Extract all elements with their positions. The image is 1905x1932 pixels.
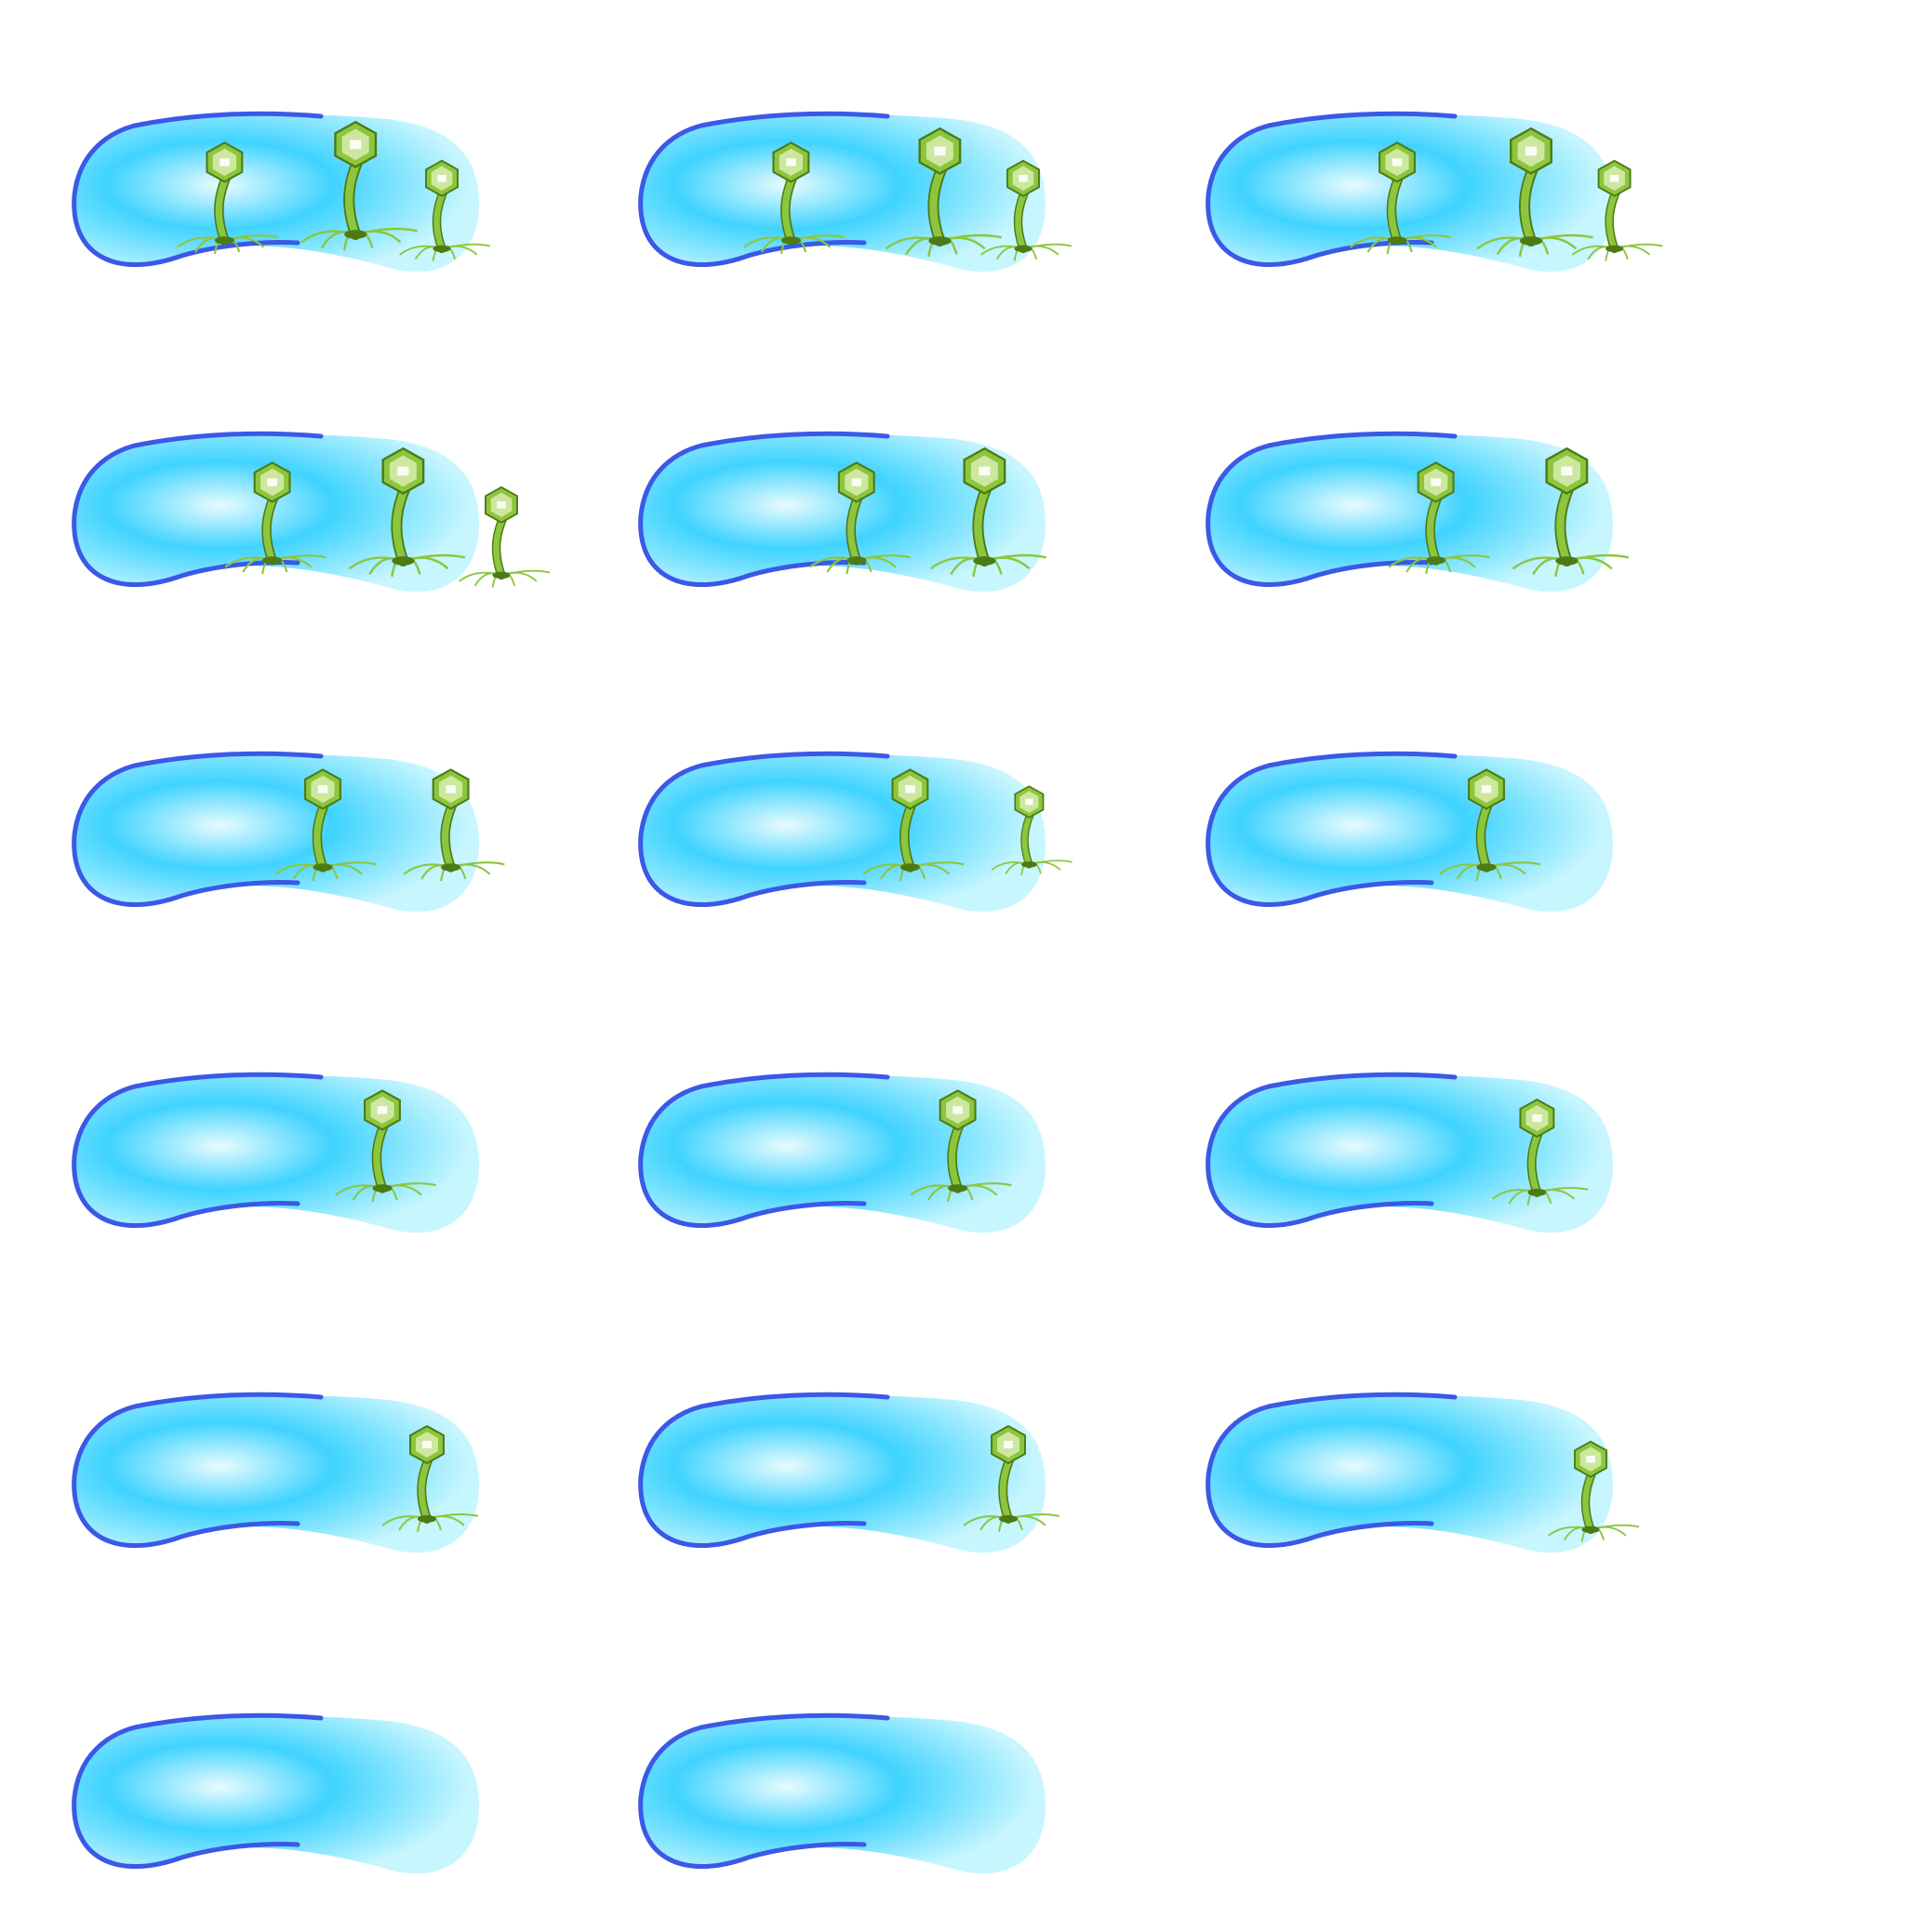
bacterium-cell <box>73 1715 479 1874</box>
bacteriophage-icon <box>862 768 965 882</box>
bacterium-cell <box>640 753 1046 913</box>
bacteriophage-icon <box>1491 1098 1589 1206</box>
bacterium-cell <box>73 753 479 913</box>
animation-frame <box>1204 1388 1697 1611</box>
bacteriophage-icon <box>991 785 1072 876</box>
bacteriophage-icon <box>1438 768 1540 882</box>
bacteriophage-icon <box>1512 446 1630 578</box>
bacterium-cell <box>73 1074 479 1233</box>
animation-frame <box>1204 107 1697 330</box>
animation-frame <box>1204 1068 1697 1291</box>
bacteriophage-icon <box>929 446 1047 578</box>
bacteriophage-icon <box>1349 141 1451 255</box>
bacteriophage-icon <box>1571 159 1663 261</box>
bacterium-cell <box>640 1715 1046 1874</box>
cell-membrane <box>72 1712 324 1869</box>
animation-frame <box>636 1388 1129 1611</box>
bacterium-cell <box>640 1074 1046 1233</box>
cell-membrane <box>72 431 324 587</box>
bacterium-cell <box>640 433 1046 593</box>
cell-membrane <box>72 1072 324 1228</box>
bacterium-cell <box>73 433 479 593</box>
animation-frame <box>70 427 563 650</box>
bacterium-cell <box>73 1394 479 1553</box>
bacteriophage-icon <box>459 486 551 588</box>
bacteriophage-icon <box>381 1424 479 1533</box>
animation-frame <box>70 107 563 330</box>
bacteriophage-icon <box>808 461 911 575</box>
bacterium-cell <box>73 113 479 273</box>
cell-membrane <box>1206 431 1458 587</box>
animation-frame <box>70 1068 563 1291</box>
bacteriophage-icon <box>910 1089 1012 1203</box>
bacteriophage-icon <box>885 127 1003 258</box>
bacteriophage-icon <box>274 768 377 882</box>
animation-frame <box>1204 747 1697 970</box>
animation-frame <box>1204 427 1697 650</box>
bacteriophage-icon <box>403 768 505 882</box>
animation-frame <box>70 1388 563 1611</box>
bacteriophage-icon <box>1548 1440 1640 1542</box>
animation-frame <box>636 747 1129 970</box>
bacterium-cell <box>640 1394 1046 1553</box>
bacterium-cell <box>1207 433 1613 593</box>
animation-frame <box>70 1709 563 1932</box>
bacterium-cell <box>1207 1074 1613 1233</box>
bacteriophage-icon <box>334 1089 436 1203</box>
bacteriophage-icon <box>300 120 418 251</box>
bacteriophage-icon <box>980 159 1072 261</box>
cell-membrane <box>638 1072 890 1228</box>
bacteriophage-icon <box>743 141 846 255</box>
animation-frame <box>636 427 1129 650</box>
animation-frame <box>636 1709 1129 1932</box>
animation-frame <box>636 1068 1129 1291</box>
cell-membrane <box>1206 1392 1458 1548</box>
bacteriophage-icon <box>224 461 326 575</box>
bacteriophage-icon <box>177 141 279 255</box>
cell-membrane <box>1206 111 1458 267</box>
bacteriophage-icon <box>963 1424 1060 1533</box>
cell-membrane <box>638 431 890 587</box>
cell-membrane <box>72 111 324 267</box>
bacteriophage-icon <box>399 159 491 261</box>
bacterium-cell <box>1207 1394 1613 1553</box>
cell-membrane <box>72 1392 324 1548</box>
animation-frame <box>636 107 1129 330</box>
cell-membrane <box>638 751 890 907</box>
animation-frame <box>70 747 563 970</box>
bacteriophage-icon <box>348 446 466 578</box>
bacterium-cell <box>1207 753 1613 913</box>
cell-membrane <box>638 1392 890 1548</box>
cell-membrane <box>1206 1072 1458 1228</box>
cell-membrane <box>1206 751 1458 907</box>
bacteriophage-icon <box>1388 461 1490 575</box>
cell-membrane <box>638 111 890 267</box>
cell-membrane <box>72 751 324 907</box>
cell-membrane <box>638 1712 890 1869</box>
bacteriophage-icon <box>1476 127 1593 258</box>
